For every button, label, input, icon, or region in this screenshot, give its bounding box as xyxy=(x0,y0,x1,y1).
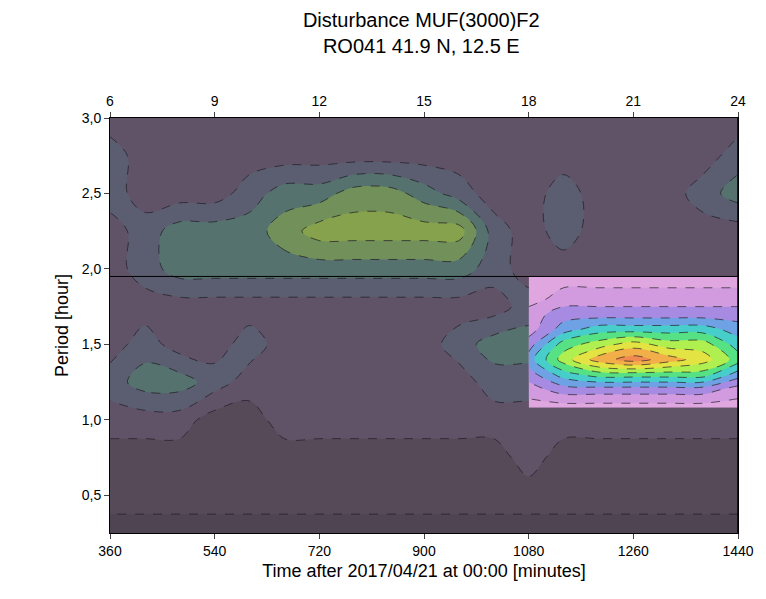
svg-text:6: 6 xyxy=(106,93,114,109)
svg-text:2,0: 2,0 xyxy=(82,261,102,277)
svg-text:Period [hour]: Period [hour] xyxy=(52,274,72,377)
svg-text:Disturbance MUF(3000)F2RO041 4: Disturbance MUF(3000)F2RO041 41.9 N, 12.… xyxy=(303,9,540,57)
svg-text:1440: 1440 xyxy=(722,543,753,559)
svg-text:15: 15 xyxy=(416,93,432,109)
svg-text:360: 360 xyxy=(98,543,122,559)
svg-text:Time after 2017/04/21 at 00:00: Time after 2017/04/21 at 00:00 [minutes] xyxy=(262,561,586,581)
svg-text:1260: 1260 xyxy=(618,543,649,559)
svg-text:1,5: 1,5 xyxy=(82,336,102,352)
svg-text:9: 9 xyxy=(211,93,219,109)
svg-text:21: 21 xyxy=(626,93,642,109)
svg-text:3,0: 3,0 xyxy=(82,110,102,126)
svg-text:0,5: 0,5 xyxy=(82,487,102,503)
svg-text:24: 24 xyxy=(730,93,746,109)
svg-text:2,5: 2,5 xyxy=(82,185,102,201)
svg-text:18: 18 xyxy=(521,93,537,109)
svg-text:720: 720 xyxy=(308,543,332,559)
svg-text:1,0: 1,0 xyxy=(82,412,102,428)
svg-text:900: 900 xyxy=(412,543,436,559)
svg-text:540: 540 xyxy=(203,543,227,559)
svg-text:12: 12 xyxy=(312,93,328,109)
svg-text:1080: 1080 xyxy=(513,543,544,559)
